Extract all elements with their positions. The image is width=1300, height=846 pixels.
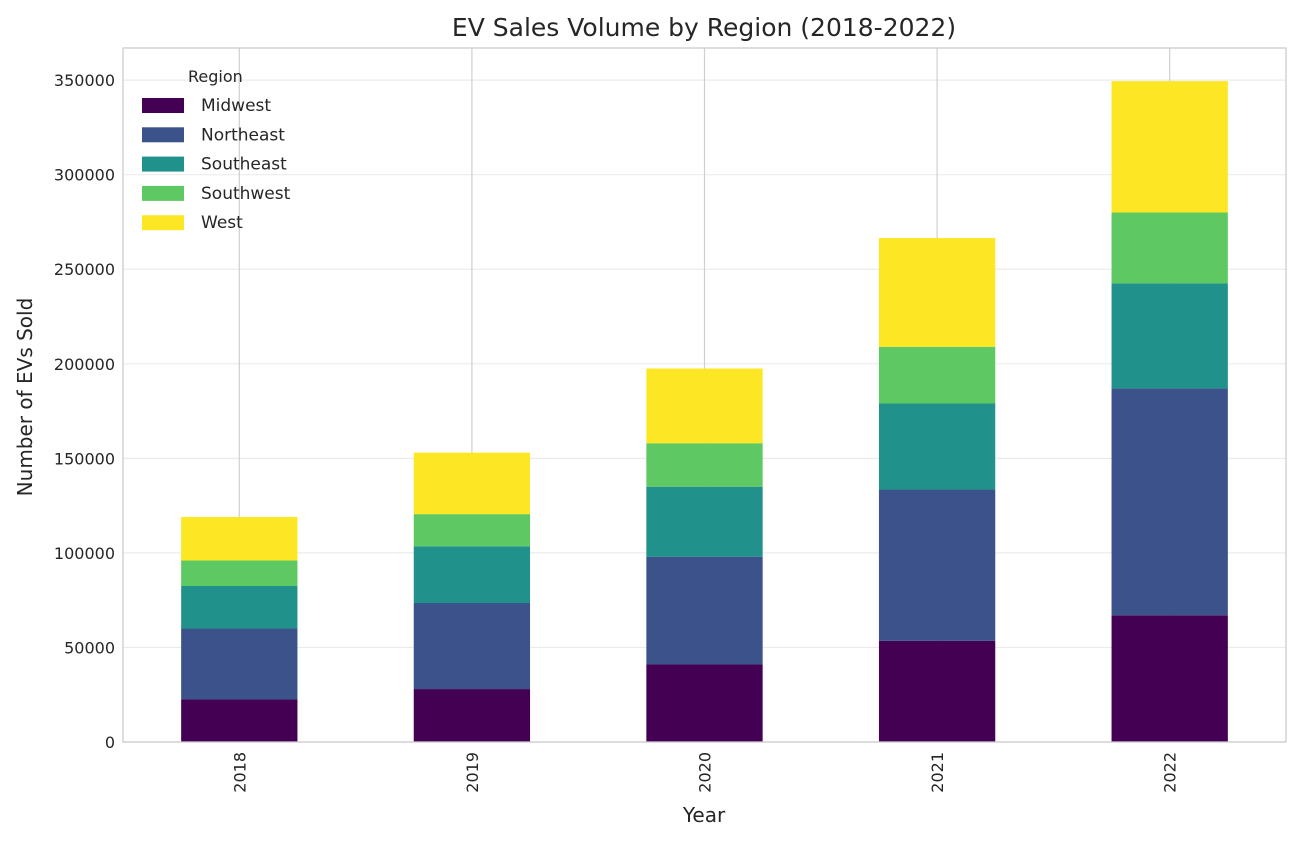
chart-title: EV Sales Volume by Region (2018-2022): [452, 13, 956, 42]
legend-swatch-west: [142, 215, 184, 231]
bar-segment-west-2020: [646, 368, 763, 444]
y-axis-label: Number of EVs Sold: [13, 298, 37, 497]
bar-segment-midwest-2018: [181, 699, 298, 742]
bar-segment-midwest-2021: [878, 640, 996, 742]
y-tick-label: 350000: [54, 71, 115, 90]
bar-segment-west-2022: [1111, 81, 1228, 213]
bar-segment-northeast-2019: [413, 603, 531, 690]
bar-segment-southwest-2018: [181, 560, 298, 586]
bar-segment-southeast-2019: [413, 546, 531, 604]
x-tick-label: 2021: [928, 752, 947, 793]
bar-segment-northeast-2022: [1111, 388, 1228, 616]
y-tick-label: 300000: [54, 166, 115, 185]
legend-label-west: West: [201, 213, 243, 233]
bar-segment-west-2018: [181, 516, 298, 561]
bar-segment-southwest-2020: [646, 443, 763, 487]
legend: Region Midwest Northeast Southeast Southwes…: [142, 67, 291, 233]
legend-label-southeast: Southeast: [201, 155, 287, 175]
bar-segment-northeast-2021: [878, 489, 996, 641]
legend-swatch-midwest: [142, 98, 184, 113]
bar-segment-southwest-2019: [413, 514, 531, 547]
legend-label-southwest: Southwest: [201, 184, 291, 204]
legend-label-northeast: Northeast: [201, 125, 285, 145]
x-tick-label: 2020: [696, 752, 715, 793]
plot-area-frame: [122, 47, 1287, 743]
bar-segment-southeast-2021: [878, 403, 996, 490]
x-axis-label: Year: [682, 803, 726, 827]
bar-segment-west-2021: [878, 238, 996, 347]
y-tick-label: 0: [105, 733, 115, 752]
y-tick-label: 200000: [54, 355, 115, 374]
x-tick-label: 2022: [1161, 752, 1180, 793]
y-axis-ticks: 0 50000 100000 150000 200000 250000 300000 3500…: [54, 71, 115, 752]
bar-segment-southwest-2021: [878, 346, 996, 404]
y-tick-label: 50000: [64, 638, 115, 657]
x-axis-ticks: 2018 2019 2020 2021 2022: [230, 752, 1179, 793]
legend-swatch-southeast: [142, 156, 184, 172]
x-tick-label: 2018: [230, 752, 249, 793]
bars: [181, 81, 1228, 742]
bar-segment-northeast-2020: [646, 556, 763, 665]
bar-segment-southeast-2020: [646, 486, 763, 557]
legend-label-midwest: Midwest: [201, 96, 271, 116]
bar-segment-midwest-2022: [1111, 615, 1228, 742]
y-tick-label: 100000: [54, 544, 115, 563]
y-tick-label: 250000: [54, 260, 115, 279]
bar-segment-southeast-2018: [181, 585, 298, 629]
bar-segment-midwest-2019: [413, 689, 531, 742]
x-tick-label: 2019: [463, 752, 482, 793]
bar-segment-southwest-2022: [1111, 212, 1228, 284]
legend-title: Region: [188, 67, 243, 86]
bar-segment-northeast-2018: [181, 628, 298, 700]
legend-swatch-northeast: [142, 127, 184, 143]
bar-segment-midwest-2020: [646, 664, 763, 742]
bar-segment-southeast-2022: [1111, 283, 1228, 389]
bar-segment-west-2019: [413, 452, 531, 515]
y-tick-label: 150000: [54, 449, 115, 468]
legend-swatch-southwest: [142, 185, 184, 201]
